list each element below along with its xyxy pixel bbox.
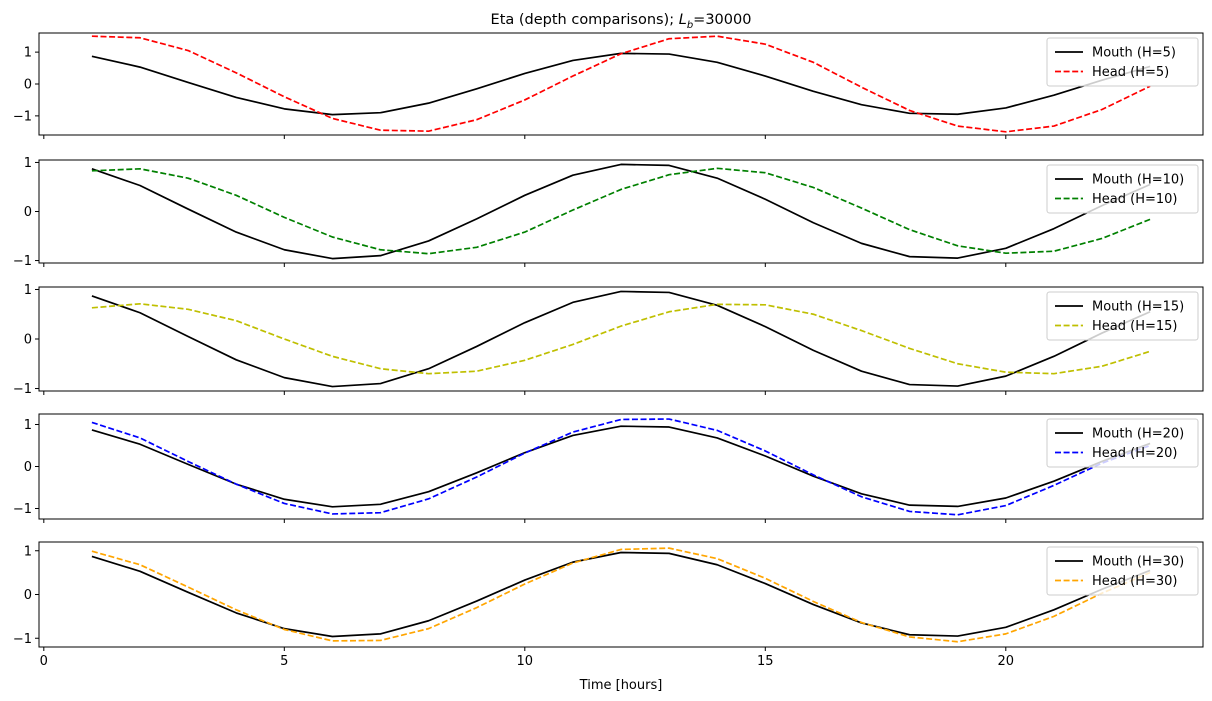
legend-label: Mouth (H=5) <box>1092 46 1176 61</box>
y-tick-label: −1 <box>13 632 32 647</box>
legend-3: Mouth (H=15) Head (H=15) <box>1046 291 1199 341</box>
mouth-line-4 <box>91 425 1151 508</box>
x-tick-label: 0 <box>40 654 48 669</box>
mouth-line-1 <box>91 52 1151 116</box>
legend-box <box>1046 37 1199 87</box>
axes-frame <box>38 286 1204 392</box>
legend-label: Head (H=30) <box>1092 574 1177 589</box>
legend-label: Head (H=15) <box>1092 319 1177 334</box>
y-tick-label: 1 <box>24 418 32 433</box>
legend-5: Mouth (H=30) Head (H=30) <box>1046 546 1199 596</box>
title-symbol: L <box>679 12 687 28</box>
mouth-line-2 <box>91 163 1151 260</box>
y-tick-label: 1 <box>24 544 32 559</box>
head-line-1 <box>91 35 1151 133</box>
x-tick-label: 10 <box>517 654 534 669</box>
legend-4: Mouth (H=20) Head (H=20) <box>1046 418 1199 468</box>
legend-label: Mouth (H=10) <box>1092 173 1184 188</box>
x-axis-label: Time [hours] <box>579 678 663 693</box>
axes-frame <box>38 541 1204 648</box>
title-value: =30000 <box>693 12 751 28</box>
title-subscript: b <box>687 20 693 31</box>
subplot-2: −1 0 1 Mouth (H=10) Head (H=10) <box>13 156 1204 269</box>
legend-box <box>1046 291 1199 341</box>
legend-label: Head (H=5) <box>1092 65 1169 80</box>
head-line-2 <box>91 167 1151 255</box>
head-line-4 <box>91 418 1151 516</box>
subplot-4: −1 0 1 Mouth (H=20) Head (H=20) <box>13 413 1204 523</box>
subplot-3: −1 0 1 Mouth (H=15) Head (H=15) <box>13 283 1204 397</box>
mouth-line-5 <box>91 551 1151 638</box>
head-line-5 <box>91 547 1151 643</box>
axes-frame <box>38 413 1204 520</box>
y-tick-label: 1 <box>24 283 32 298</box>
series-group <box>91 418 1151 516</box>
x-tick-label: 15 <box>757 654 774 669</box>
x-tick-label: 20 <box>998 654 1015 669</box>
series-group <box>91 35 1151 133</box>
x-tick-label: 5 <box>280 654 288 669</box>
legend-1: Mouth (H=5) Head (H=5) <box>1046 37 1199 87</box>
legend-label: Head (H=10) <box>1092 192 1177 207</box>
y-tick-label: 0 <box>24 205 32 220</box>
y-tick-label: −1 <box>13 109 32 124</box>
legend-box <box>1046 546 1199 596</box>
y-tick-label: 1 <box>24 156 32 171</box>
y-tick-label: −1 <box>13 382 32 397</box>
y-tick-label: 1 <box>24 46 32 61</box>
y-tick-label: 0 <box>24 460 32 475</box>
subplot-1: −1 0 1 Mouth (H=5) Head (H=5) <box>13 32 1204 139</box>
head-line-3 <box>91 302 1151 375</box>
legend-box <box>1046 164 1199 214</box>
legend-2: Mouth (H=10) Head (H=10) <box>1046 164 1199 214</box>
legend-label: Mouth (H=20) <box>1092 427 1184 442</box>
y-tick-label: 0 <box>24 78 32 93</box>
y-tick-label: −1 <box>13 254 32 269</box>
series-group <box>91 290 1151 388</box>
y-tick-label: 0 <box>24 588 32 603</box>
axes-frame <box>38 159 1204 264</box>
legend-box <box>1046 418 1199 468</box>
legend-label: Mouth (H=30) <box>1092 555 1184 570</box>
mouth-line-3 <box>91 290 1151 388</box>
series-group <box>91 163 1151 260</box>
series-group <box>91 547 1151 643</box>
y-tick-label: −1 <box>13 502 32 517</box>
axes-frame <box>38 32 1204 136</box>
subplots: −1 0 1 Mouth (H=5) Head (H=5) −1 0 1 Mouth (H=10… <box>13 32 1204 669</box>
chart-title: Eta (depth comparisons); Lb=30000 <box>491 12 752 31</box>
y-tick-label: 0 <box>24 333 32 348</box>
legend-label: Head (H=20) <box>1092 446 1177 461</box>
legend-label: Mouth (H=15) <box>1092 300 1184 315</box>
title-main: Eta (depth comparisons); <box>491 12 679 28</box>
